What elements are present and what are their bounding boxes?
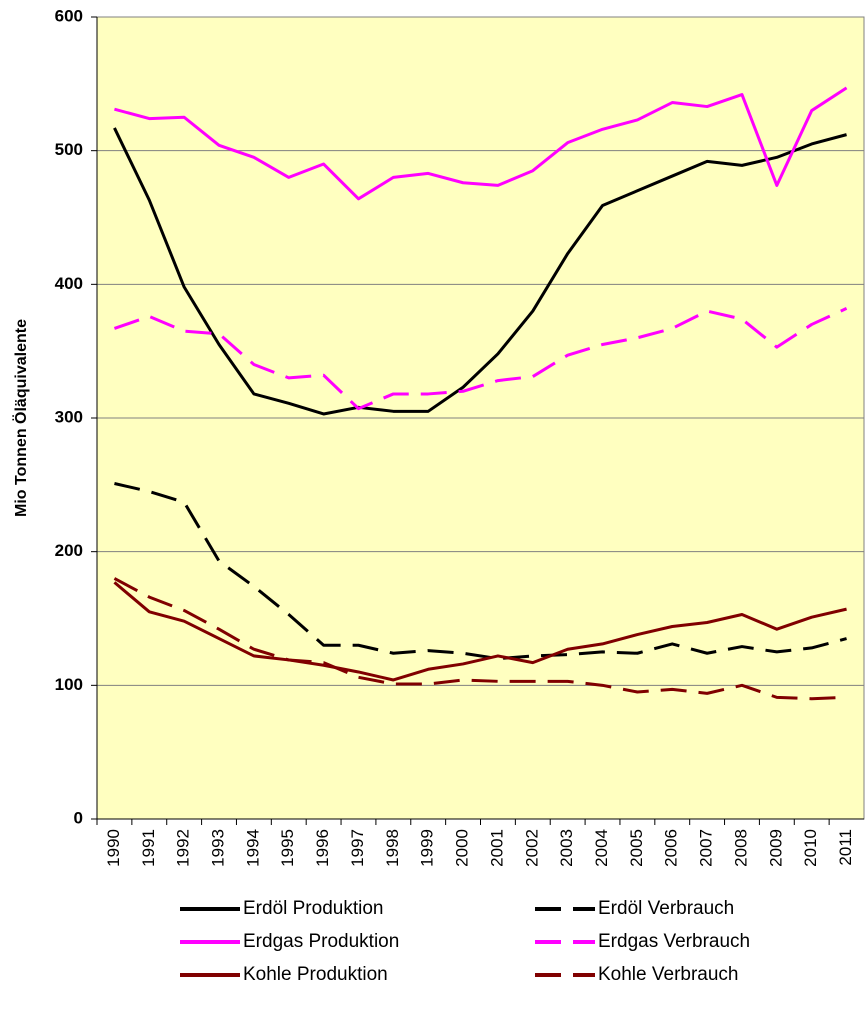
x-tick-label: 1995: [278, 829, 297, 867]
x-tick-label: 2001: [487, 829, 506, 867]
x-tick-label: 1991: [139, 829, 158, 867]
x-tick-label: 2005: [627, 829, 646, 867]
series-line: [114, 482, 847, 661]
series-line: [113, 581, 847, 682]
x-tick-label: 2002: [522, 829, 541, 867]
x-tick-label: 2000: [453, 829, 472, 867]
x-tick-label: 1996: [313, 829, 332, 867]
y-tick-label: 600: [55, 6, 83, 25]
legend-label: Erdöl Verbrauch: [598, 898, 734, 919]
x-tick-label: 2006: [662, 829, 681, 867]
legend-label: Erdöl Produktion: [243, 898, 383, 919]
y-tick-label: 300: [55, 407, 83, 426]
x-tick-label: 2010: [801, 829, 820, 867]
x-tick-label: 1992: [174, 829, 193, 867]
series-line: [113, 127, 847, 416]
y-tick-label: 200: [55, 541, 83, 560]
x-tick-label: 1998: [383, 829, 402, 867]
y-tick-label: 100: [55, 675, 83, 694]
x-tick-label: 1990: [104, 829, 123, 867]
x-tick-label: 2009: [766, 829, 785, 867]
x-tick-label: 2011: [836, 829, 855, 866]
series-line: [113, 307, 848, 411]
y-tick-label: 500: [55, 140, 83, 159]
legend-label: Erdgas Verbrauch: [598, 931, 750, 952]
legend-label: Kohle Verbrauch: [598, 964, 739, 985]
x-tick-label: 1999: [418, 829, 437, 867]
legend-label: Kohle Produktion: [243, 964, 388, 985]
x-tick-label: 2003: [557, 829, 576, 867]
series-line: [113, 577, 847, 701]
x-tick-label: 1997: [348, 829, 367, 867]
y-axis-label: Mio Tonnen Öläquivalente: [11, 319, 30, 517]
y-tick-label: 400: [55, 274, 83, 293]
x-tick-label: 1993: [209, 829, 228, 867]
x-tick-label: 2008: [731, 829, 750, 867]
x-tick-label: 2004: [592, 829, 611, 867]
legend-label: Erdgas Produktion: [243, 931, 399, 952]
x-tick-label: 2007: [697, 829, 716, 867]
series-line: [114, 86, 848, 201]
y-tick-label: 0: [74, 808, 83, 827]
x-tick-label: 1994: [243, 829, 262, 867]
